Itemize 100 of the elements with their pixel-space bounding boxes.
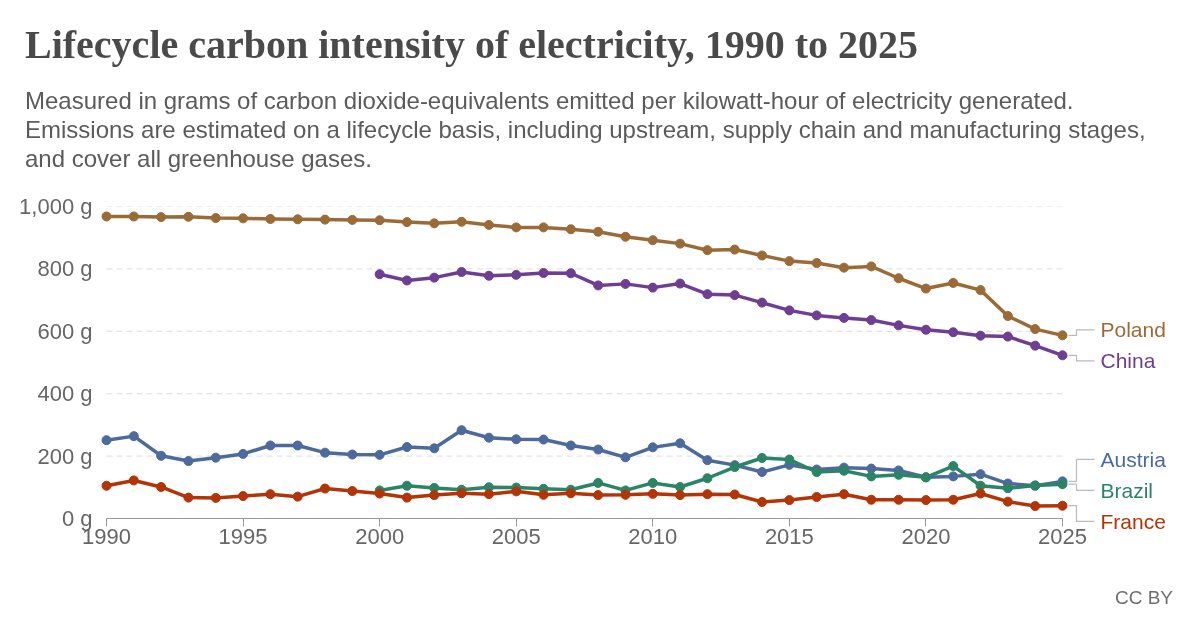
point (1002, 496, 1013, 507)
point (757, 297, 768, 308)
point (429, 490, 440, 501)
point (948, 471, 959, 482)
point (893, 273, 904, 284)
point (183, 211, 194, 222)
point (1057, 500, 1068, 511)
point (320, 214, 331, 225)
point (538, 222, 549, 233)
point (210, 213, 221, 224)
point (920, 283, 931, 294)
point (757, 467, 768, 477)
point (729, 290, 740, 301)
series-label: Poland (1100, 318, 1166, 342)
point (593, 226, 604, 237)
point (511, 222, 522, 233)
point (320, 483, 331, 494)
point (456, 216, 467, 227)
point (784, 305, 795, 316)
point (593, 444, 604, 455)
point (374, 269, 385, 280)
point (401, 217, 412, 228)
point (483, 219, 494, 230)
point (1002, 311, 1013, 321)
point (948, 494, 959, 505)
point (374, 449, 385, 460)
point (811, 310, 822, 321)
point (101, 480, 112, 491)
y-tick-label: 400 g (37, 381, 93, 407)
point (620, 489, 631, 500)
point (456, 425, 467, 436)
point (675, 490, 686, 501)
point (401, 275, 412, 286)
point (156, 482, 167, 492)
point (292, 440, 303, 451)
point (647, 488, 658, 499)
point (565, 268, 576, 279)
point (838, 262, 849, 273)
point (265, 213, 276, 224)
point (429, 218, 440, 229)
point (320, 447, 331, 458)
point (1057, 350, 1068, 361)
point (1002, 483, 1013, 494)
point (1030, 324, 1041, 335)
point (647, 282, 658, 293)
x-tick-label: 2005 (491, 523, 541, 549)
point (948, 327, 959, 338)
point (347, 486, 358, 497)
point (1002, 331, 1013, 342)
point (456, 488, 467, 499)
point (401, 480, 412, 491)
point (101, 211, 112, 222)
point (593, 477, 604, 488)
point (265, 440, 276, 451)
point (128, 475, 139, 486)
point (729, 244, 740, 255)
point (920, 495, 931, 506)
point (893, 320, 904, 331)
point (893, 469, 904, 480)
point (456, 267, 467, 278)
point (183, 456, 194, 467)
y-tick-label: 200 g (37, 443, 93, 469)
point (483, 270, 494, 281)
point (565, 488, 576, 499)
point (675, 238, 686, 249)
x-tick-label: 1995 (218, 523, 268, 549)
point (948, 461, 959, 472)
point (948, 277, 959, 288)
point (620, 231, 631, 242)
chart-title: Lifecycle carbon intensity of electricity, 1990 to 2025 (25, 22, 920, 68)
point (620, 278, 631, 289)
point (1030, 340, 1041, 351)
point (975, 488, 986, 499)
point (757, 250, 768, 261)
point (757, 452, 768, 463)
point (483, 432, 494, 443)
x-tick-label: 2010 (628, 523, 678, 549)
point (866, 471, 877, 482)
chart-subtitle: Measured in grams of carbon dioxide-equivalents emitted per kilowatt-hour of electricity generated. Emissions are estimated on a lifecycle basis, including upstream, supply chain and manufacturing stages, and cover all greenhouse gases. (25, 86, 1147, 173)
point (675, 438, 686, 449)
x-tick-label: 2015 (764, 523, 814, 549)
point (620, 452, 631, 463)
point (838, 489, 849, 500)
point (647, 442, 658, 453)
point (975, 469, 986, 480)
point (538, 267, 549, 278)
point (210, 492, 221, 503)
point (702, 455, 713, 466)
series-label: France (1100, 509, 1166, 533)
point (401, 442, 412, 453)
point (374, 215, 385, 226)
point (1030, 501, 1041, 512)
point (511, 269, 522, 280)
y-tick-label: 800 g (37, 256, 93, 282)
series-label: China (1100, 349, 1156, 373)
point (729, 489, 740, 500)
point (265, 489, 276, 500)
point (893, 494, 904, 505)
point (593, 280, 604, 291)
point (292, 491, 303, 502)
